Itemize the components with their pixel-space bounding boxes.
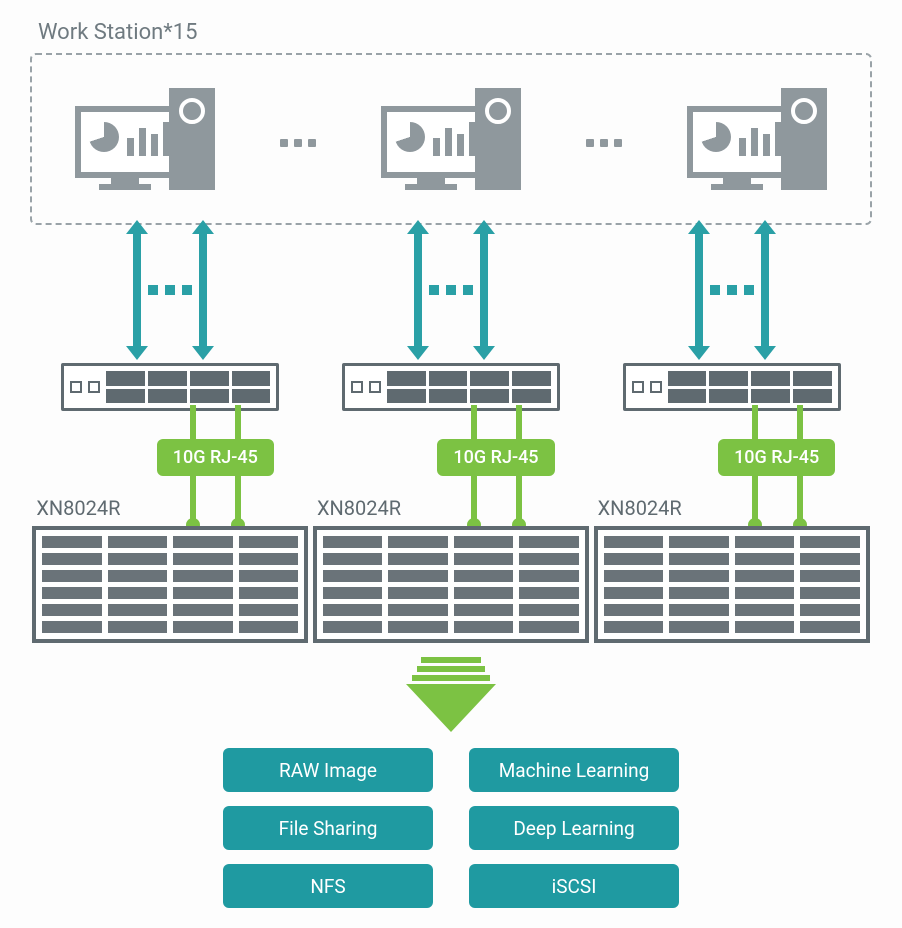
storage-array-icon xyxy=(313,526,589,643)
diagram-title: Work Station*15 xyxy=(38,20,882,45)
service-pill: RAW Image xyxy=(223,748,433,792)
ellipsis-icon xyxy=(586,139,622,147)
service-pill: iSCSI xyxy=(469,864,679,908)
storage-model-label: XN8024R xyxy=(317,496,589,520)
bidirectional-arrow-icon xyxy=(133,231,141,349)
service-pill: File Sharing xyxy=(223,806,433,850)
switch-row xyxy=(30,363,872,411)
ellipsis-icon xyxy=(280,139,316,147)
connection-type-badge: 10G RJ-45 xyxy=(437,439,554,476)
arrow-group xyxy=(80,225,260,355)
workstation-icon xyxy=(75,88,215,198)
bidirectional-arrow-icon xyxy=(414,231,422,349)
bidirectional-arrow-icon xyxy=(761,231,769,349)
storage-model-label: XN8024R xyxy=(598,496,870,520)
bidirectional-arrow-icon xyxy=(480,231,488,349)
services-column-right: Machine Learning Deep Learning iSCSI xyxy=(469,748,679,908)
workstation-icon xyxy=(687,88,827,198)
services-column-left: RAW Image File Sharing NFS xyxy=(223,748,433,908)
workstation-group-box xyxy=(30,53,872,225)
storage-array-icon xyxy=(32,526,308,643)
network-switch-icon xyxy=(623,363,841,411)
service-pill: NFS xyxy=(223,864,433,908)
bidirectional-arrow-icon xyxy=(695,231,703,349)
arrow-group xyxy=(361,225,541,355)
ellipsis-icon xyxy=(710,285,754,295)
storage-row: XN8024R XN8024R XN8024R xyxy=(30,496,872,643)
services-grid: RAW Image File Sharing NFS Machine Learn… xyxy=(20,748,882,908)
arrow-group xyxy=(642,225,822,355)
down-arrow-icon xyxy=(408,657,494,732)
network-arrow-row xyxy=(30,225,872,355)
workstation-icon xyxy=(381,88,521,198)
service-pill: Deep Learning xyxy=(469,806,679,850)
ellipsis-icon xyxy=(148,285,192,295)
connection-label-row: 10G RJ-45 10G RJ-45 10G RJ-45 xyxy=(30,439,872,476)
storage-array-icon xyxy=(594,526,870,643)
network-switch-icon xyxy=(61,363,279,411)
ellipsis-icon xyxy=(429,285,473,295)
flow-arrow xyxy=(20,657,882,732)
network-switch-icon xyxy=(342,363,560,411)
storage-model-label: XN8024R xyxy=(36,496,308,520)
connection-type-badge: 10G RJ-45 xyxy=(718,439,835,476)
connection-type-badge: 10G RJ-45 xyxy=(157,439,274,476)
service-pill: Machine Learning xyxy=(469,748,679,792)
bidirectional-arrow-icon xyxy=(199,231,207,349)
